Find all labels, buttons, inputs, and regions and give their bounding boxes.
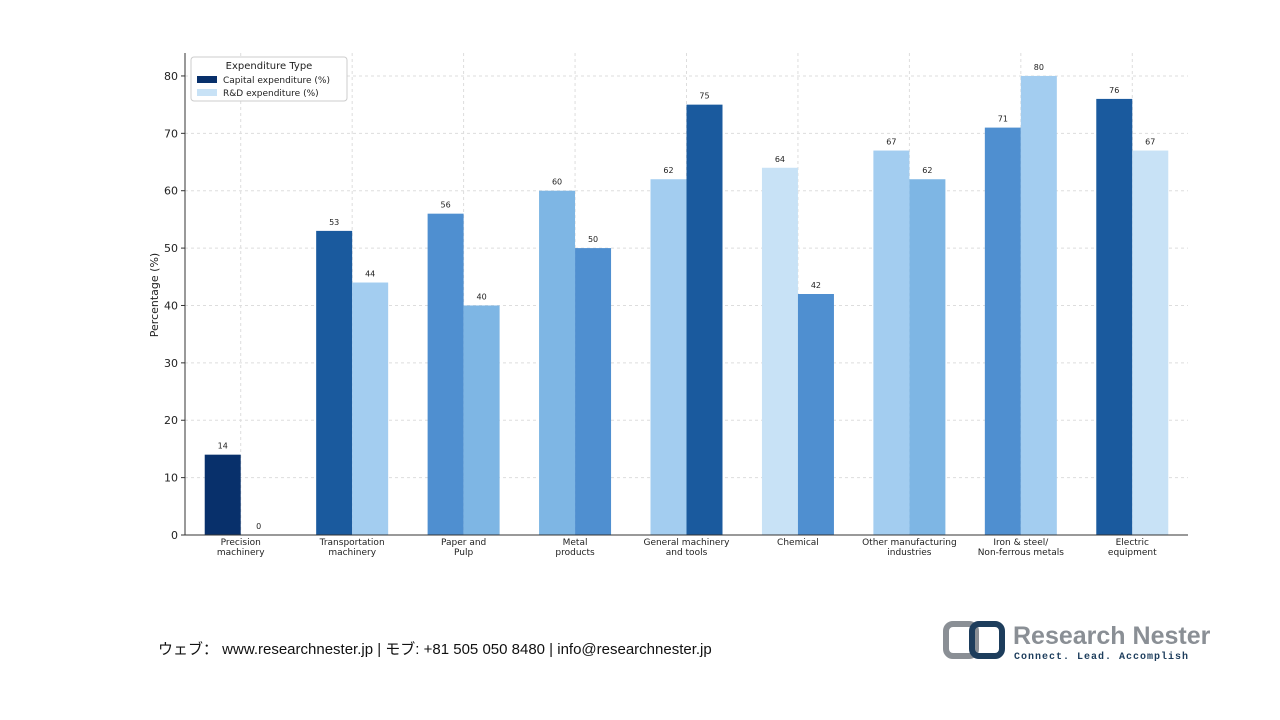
value-label: 80 (1034, 63, 1044, 72)
y-tick-label: 10 (164, 472, 178, 485)
x-tick-label: Metal products (555, 538, 595, 558)
bar (575, 248, 612, 535)
x-tick-label: Iron & steel/Non-ferrous metals (978, 538, 1065, 558)
bar (1020, 75, 1057, 535)
tagline: Connect. Lead. Accomplish (1014, 651, 1189, 663)
y-tick-label: 50 (164, 242, 178, 255)
x-tick-label: Chemical (777, 538, 819, 548)
bar (1096, 98, 1133, 536)
bar (539, 190, 576, 535)
logo-icon (943, 621, 979, 659)
value-label: 40 (477, 292, 487, 301)
bar (352, 282, 389, 535)
legend-label: Capital expenditure (%) (223, 76, 330, 86)
value-label: 67 (1145, 138, 1155, 147)
x-tick-label: Paper and Pulp (441, 538, 486, 558)
x-tick-label: General machinery and tools (643, 538, 730, 558)
brand-text: Research Nester (1013, 622, 1211, 650)
y-tick-label: 40 (164, 299, 178, 312)
value-label: 75 (699, 92, 709, 101)
logo: Research Nester Connect. Lead. Accomplis… (943, 621, 1211, 663)
y-axis-label: Percentage (%) (148, 253, 161, 337)
x-tick-label: Transportation machinery (319, 538, 385, 558)
value-label: 53 (329, 218, 339, 227)
value-label: 0 (256, 522, 261, 531)
value-label: 64 (775, 155, 785, 164)
legend-swatch (197, 89, 217, 96)
x-tick-label: Electric equipment (1108, 538, 1157, 558)
legend-title: Expenditure Type (226, 61, 313, 72)
value-label: 62 (663, 166, 673, 175)
bar (909, 179, 946, 535)
y-tick-label: 30 (164, 357, 178, 370)
value-label: 42 (811, 281, 821, 290)
value-label: 56 (441, 201, 451, 210)
value-label: 14 (218, 442, 228, 451)
value-label: 62 (922, 166, 932, 175)
bar (1132, 150, 1169, 536)
footer-contact: ウェブ： www.researchnester.jp | モブ: +81 505… (158, 640, 712, 658)
value-label: 50 (588, 235, 598, 244)
legend-box (190, 56, 348, 102)
bar (427, 213, 464, 535)
value-label: 44 (365, 270, 375, 279)
legend-label: R&D expenditure (%) (223, 89, 319, 99)
bar (463, 305, 500, 535)
value-label: 71 (998, 115, 1008, 124)
brand: Research Nester (1013, 622, 1211, 650)
bar (761, 167, 798, 535)
y-tick-label: 60 (164, 185, 178, 198)
bar (797, 294, 834, 535)
y-tick-label: 0 (171, 529, 178, 542)
x-tick-label: Other manufacturing industries (862, 538, 957, 558)
bar (873, 150, 910, 536)
y-tick-label: 80 (164, 70, 178, 83)
bar (204, 454, 241, 535)
bar (984, 127, 1021, 535)
legend-swatch (197, 76, 217, 83)
value-label: 76 (1109, 86, 1119, 95)
x-tick-label: Precision machinery (217, 538, 265, 558)
bar (686, 104, 723, 536)
logo-icon (969, 621, 1005, 659)
value-label: 67 (886, 138, 896, 147)
value-label: 60 (552, 178, 562, 187)
bar (650, 179, 687, 535)
y-tick-label: 20 (164, 414, 178, 427)
y-tick-label: 70 (164, 127, 178, 140)
bar (316, 230, 353, 535)
